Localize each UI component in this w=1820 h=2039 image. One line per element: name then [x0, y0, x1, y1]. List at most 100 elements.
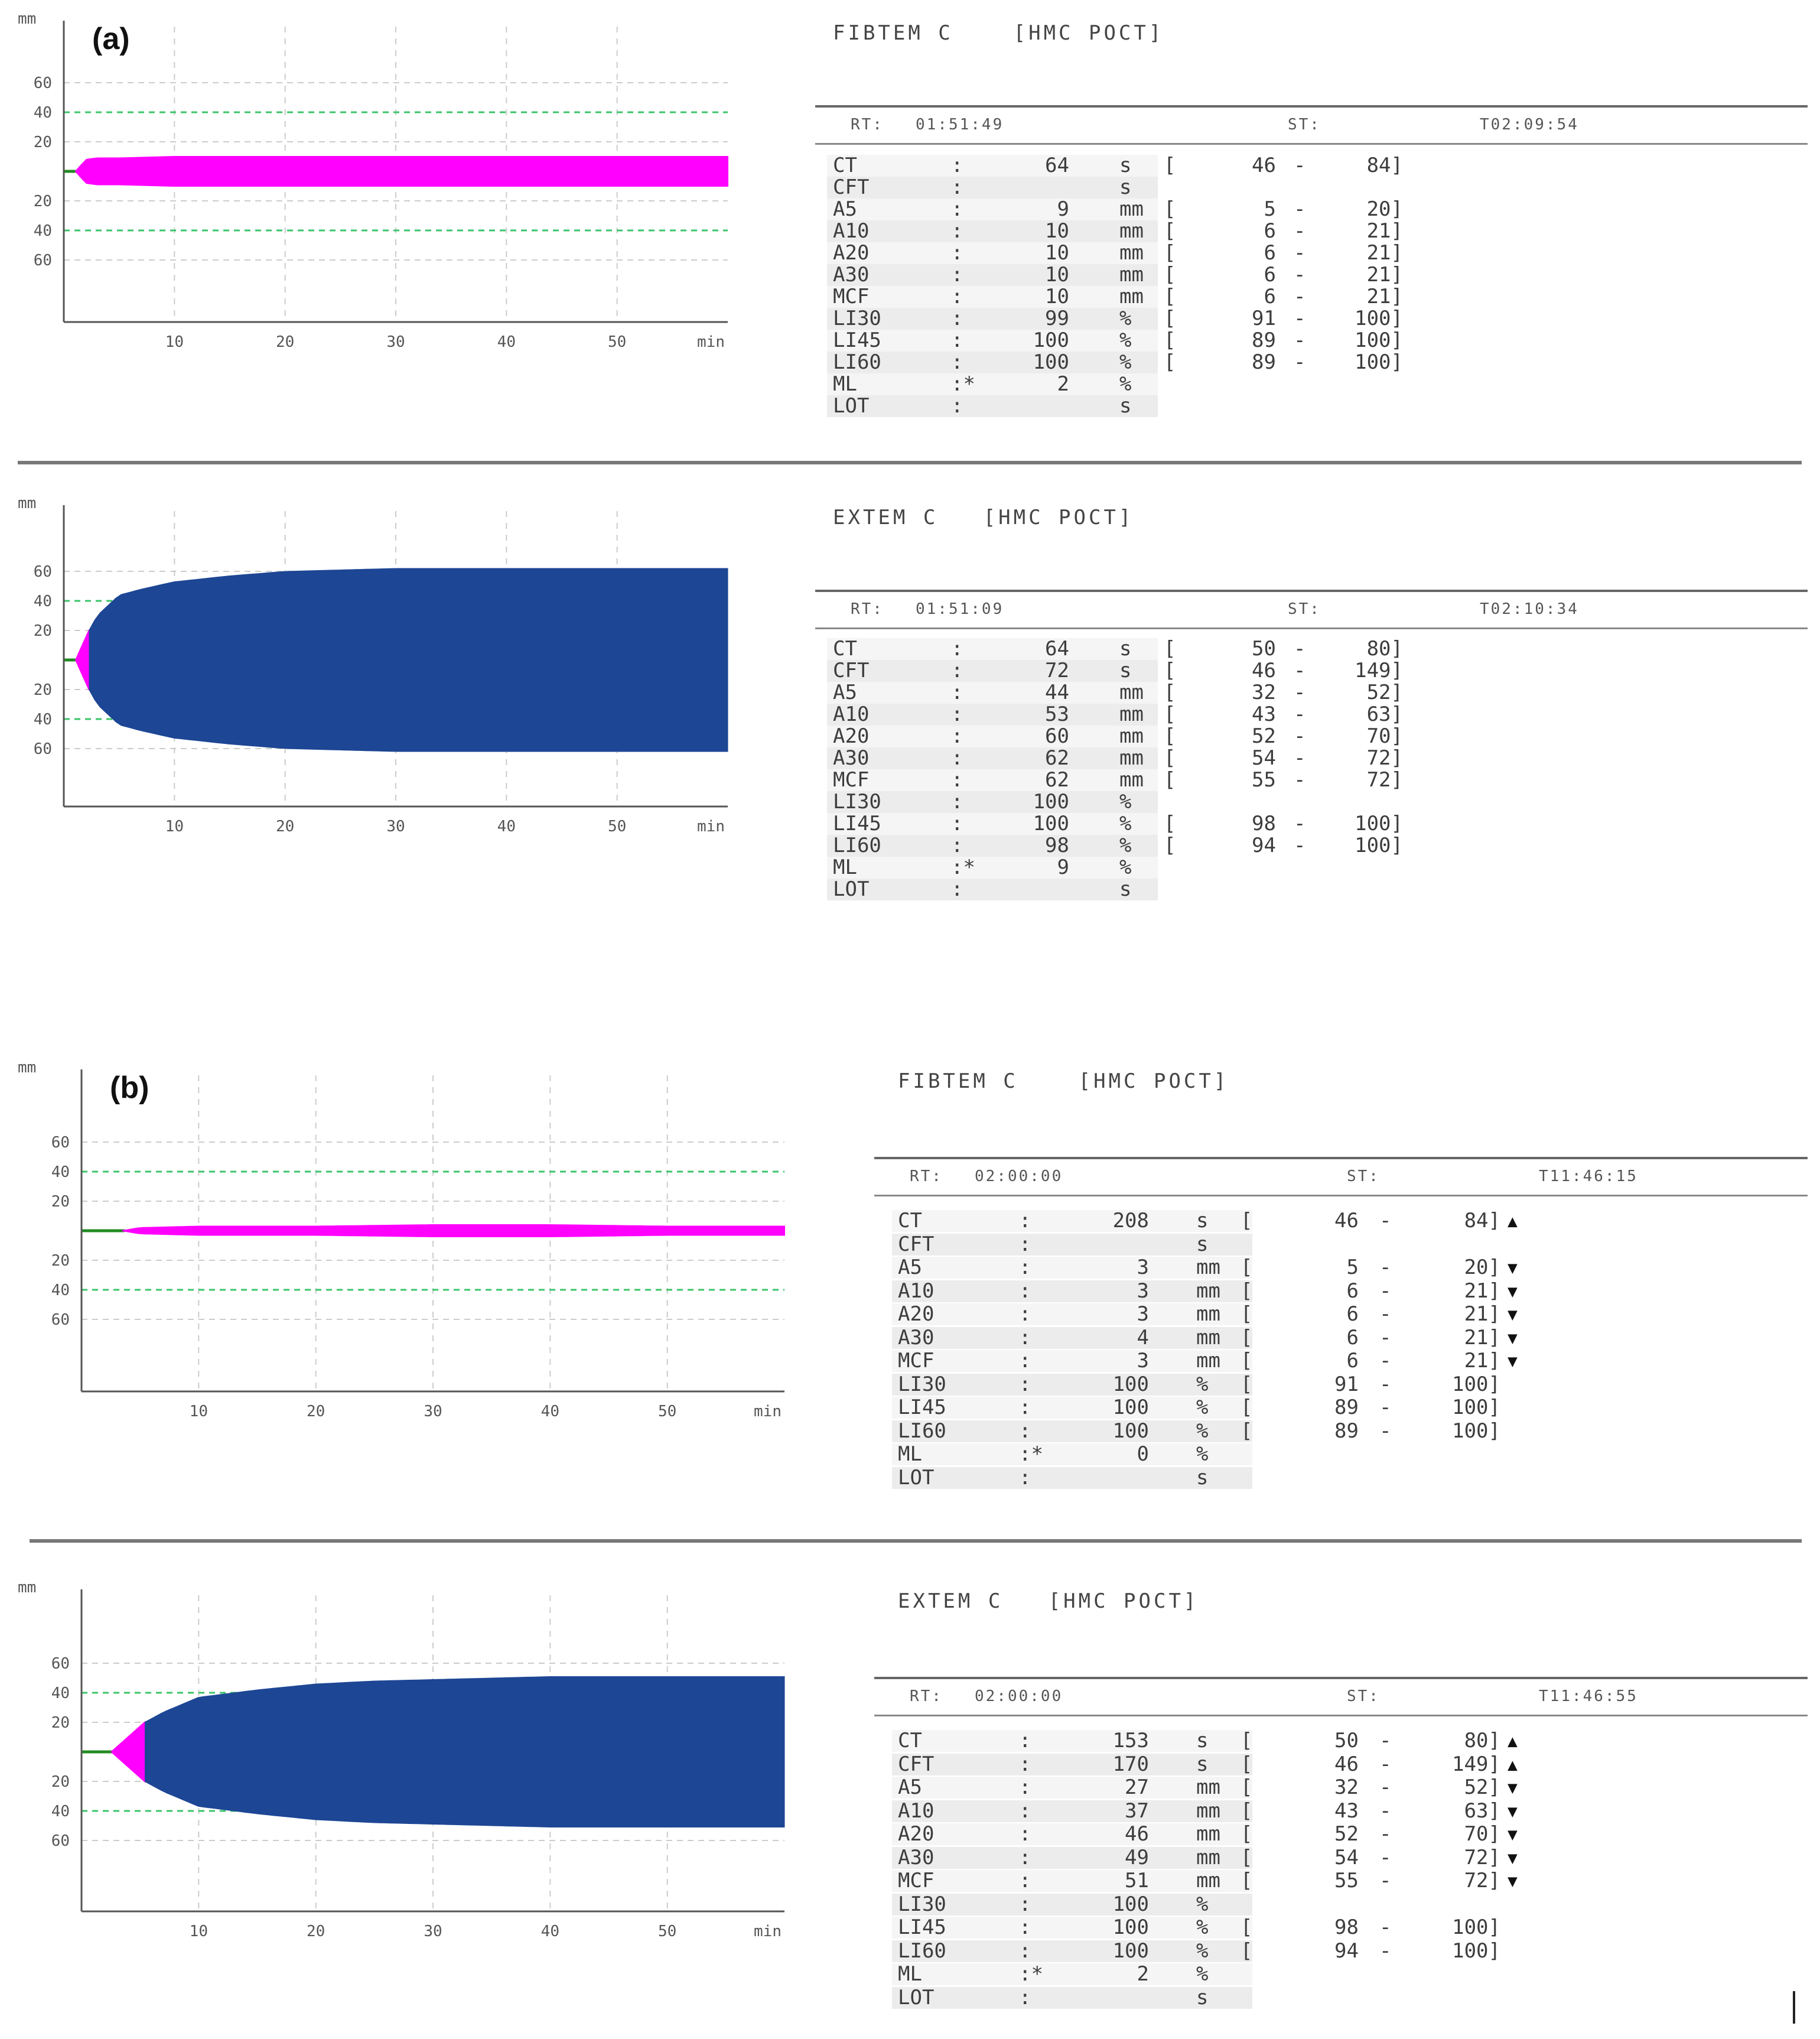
param-value: 3: [1137, 1349, 1149, 1373]
range-dash: -: [1294, 746, 1306, 770]
row-shading: [892, 1986, 1252, 2009]
param-unit: %: [1119, 350, 1132, 374]
y-tick-label: 40: [34, 222, 52, 240]
range-open-bracket: [: [1164, 197, 1176, 221]
range-open-bracket: [: [1241, 1325, 1253, 1349]
param-unit: s: [1196, 1209, 1209, 1232]
range-open-bracket: [: [1241, 1372, 1253, 1396]
chart-a-fibtem: mm 60 40 20 20 40 60 10 20 30 40 50 min (a): [0, 0, 738, 355]
param-unit: mm: [1119, 241, 1144, 265]
row-shading: [892, 1350, 1252, 1372]
x-tick-label: 40: [497, 818, 516, 835]
run-time-bar: RT: 01:51:09 ST: T02:10:34: [815, 590, 1808, 629]
row-shading: [827, 857, 1158, 879]
row-shading: [892, 1893, 1252, 1916]
param-name: CFT: [898, 1752, 935, 1776]
chart-svg: mm 60 40 20 20 40 60 10 20 30 40 50 min: [18, 1579, 785, 1940]
flag-low-icon: ▼: [1508, 1281, 1518, 1301]
row-shading: [892, 1420, 1252, 1442]
result-row: CT: 64 s [46- 84]: [815, 155, 1808, 177]
param-colon: :: [951, 154, 963, 177]
range-open-bracket: [: [1241, 1349, 1253, 1373]
result-row: LI30: 99% [91- 100]: [815, 308, 1808, 330]
result-row: CT: 153 s [50- 80] ▲: [874, 1730, 1808, 1752]
x-tick-label: 50: [608, 333, 626, 351]
param-unit: %: [1119, 812, 1132, 835]
param-name: CT: [898, 1729, 922, 1752]
range-high: 100]: [1452, 1916, 1500, 1939]
range-low: 32: [1252, 681, 1276, 704]
range-open-bracket: [: [1241, 1869, 1253, 1892]
range-low: 98: [1252, 812, 1276, 835]
result-row: LI45: 100% [89- 100]: [815, 330, 1808, 352]
st-value: T02:10:34: [1480, 600, 1579, 618]
chart-b-fibtem: mm 60 40 20 20 40 60 10 20 30 40 50 min (b): [0, 1046, 797, 1424]
y-tick-label: 60: [51, 1655, 70, 1673]
param-name: ML: [833, 856, 857, 879]
range-dash: -: [1294, 329, 1306, 352]
range-high: 21]: [1366, 263, 1403, 287]
row-shading: [827, 373, 1158, 395]
param-name: LI60: [833, 834, 881, 857]
rt-label: RT:: [851, 600, 884, 618]
y-tick-label: 20: [51, 1193, 70, 1211]
flag-low-icon: ▼: [1508, 1848, 1518, 1868]
row-shading: [892, 1730, 1252, 1752]
param-colon: :: [951, 263, 963, 287]
result-row: A20: 10 mm [6- 21]: [815, 242, 1808, 264]
range-high: 80]: [1366, 637, 1403, 661]
param-colon: :: [951, 877, 963, 901]
flag-low-icon: ▼: [1508, 1351, 1518, 1371]
param-colon: :: [1019, 1419, 1031, 1443]
param-unit: %: [1196, 1442, 1209, 1466]
st-value: T02:09:54: [1480, 116, 1579, 134]
range-dash: -: [1294, 659, 1306, 682]
param-unit: %: [1196, 1916, 1209, 1939]
report-title: EXTEM C [HMC POCT]: [833, 506, 1134, 529]
param-value: 100: [1112, 1396, 1149, 1419]
range-low: 6: [1264, 285, 1276, 308]
chart-svg: mm 60 40 20 20 40 60 10 20 30 40 50 min (a): [18, 10, 728, 351]
range-high: 21]: [1464, 1325, 1500, 1349]
range-open-bracket: [: [1164, 285, 1176, 308]
range-dash: -: [1294, 350, 1306, 374]
param-colon: :: [1019, 1916, 1031, 1939]
param-name: A10: [898, 1279, 935, 1303]
result-row: CFT: s: [874, 1233, 1808, 1256]
param-colon: :: [1019, 1775, 1031, 1799]
row-shading: [827, 726, 1158, 747]
row-shading: [827, 879, 1158, 900]
x-tick-label: 40: [541, 1923, 559, 1940]
row-shading: [827, 352, 1158, 373]
range-low: 89: [1252, 329, 1276, 352]
result-row: A10: 53 mm [43- 63]: [815, 704, 1808, 726]
range-high: 20]: [1366, 197, 1403, 221]
param-name: LI45: [833, 329, 881, 352]
range-dash: -: [1379, 1916, 1392, 1939]
param-name: LI45: [898, 1396, 946, 1419]
range-dash: -: [1294, 241, 1306, 265]
y-tick-label: 20: [34, 622, 52, 640]
chart-b-extem: mm 60 40 20 20 40 60 10 20 30 40 50 min: [0, 1566, 797, 1944]
row-shading: [892, 1777, 1252, 1799]
range-high: 149]: [1452, 1752, 1500, 1776]
range-open-bracket: [: [1241, 1209, 1253, 1232]
range-low: 46: [1252, 154, 1276, 177]
range-low: 98: [1334, 1916, 1359, 1939]
range-dash: -: [1379, 1209, 1392, 1232]
range-dash: -: [1294, 263, 1306, 287]
result-row: CT: 208 s [46- 84] ▲: [874, 1210, 1808, 1232]
range-high: 70]: [1366, 724, 1403, 748]
param-unit: %: [1119, 329, 1132, 352]
range-open-bracket: [: [1164, 681, 1176, 704]
range-low: 94: [1252, 834, 1276, 857]
param-colon: :*: [1019, 1442, 1043, 1466]
param-name: A30: [833, 746, 870, 770]
flag-low-icon: ▼: [1508, 1801, 1518, 1821]
param-unit: mm: [1119, 219, 1144, 243]
range-high: 100]: [1452, 1396, 1500, 1419]
param-colon: :: [951, 834, 963, 857]
range-dash: -: [1294, 285, 1306, 308]
range-open-bracket: [: [1241, 1279, 1253, 1303]
panel-label: (a): [92, 22, 130, 56]
